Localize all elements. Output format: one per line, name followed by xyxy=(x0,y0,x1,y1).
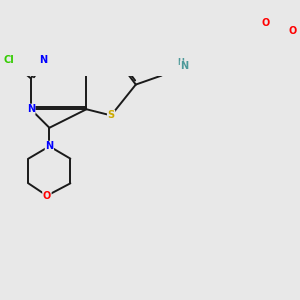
Text: H: H xyxy=(178,58,184,67)
Text: N: N xyxy=(180,61,188,71)
Text: O: O xyxy=(43,191,51,201)
Text: S: S xyxy=(108,110,115,120)
Text: O: O xyxy=(261,18,270,28)
Text: H: H xyxy=(179,61,187,70)
Text: N: N xyxy=(27,104,35,114)
Text: N: N xyxy=(45,141,53,151)
Text: N: N xyxy=(39,55,47,65)
Text: Cl: Cl xyxy=(3,55,14,65)
Text: O: O xyxy=(289,26,297,37)
